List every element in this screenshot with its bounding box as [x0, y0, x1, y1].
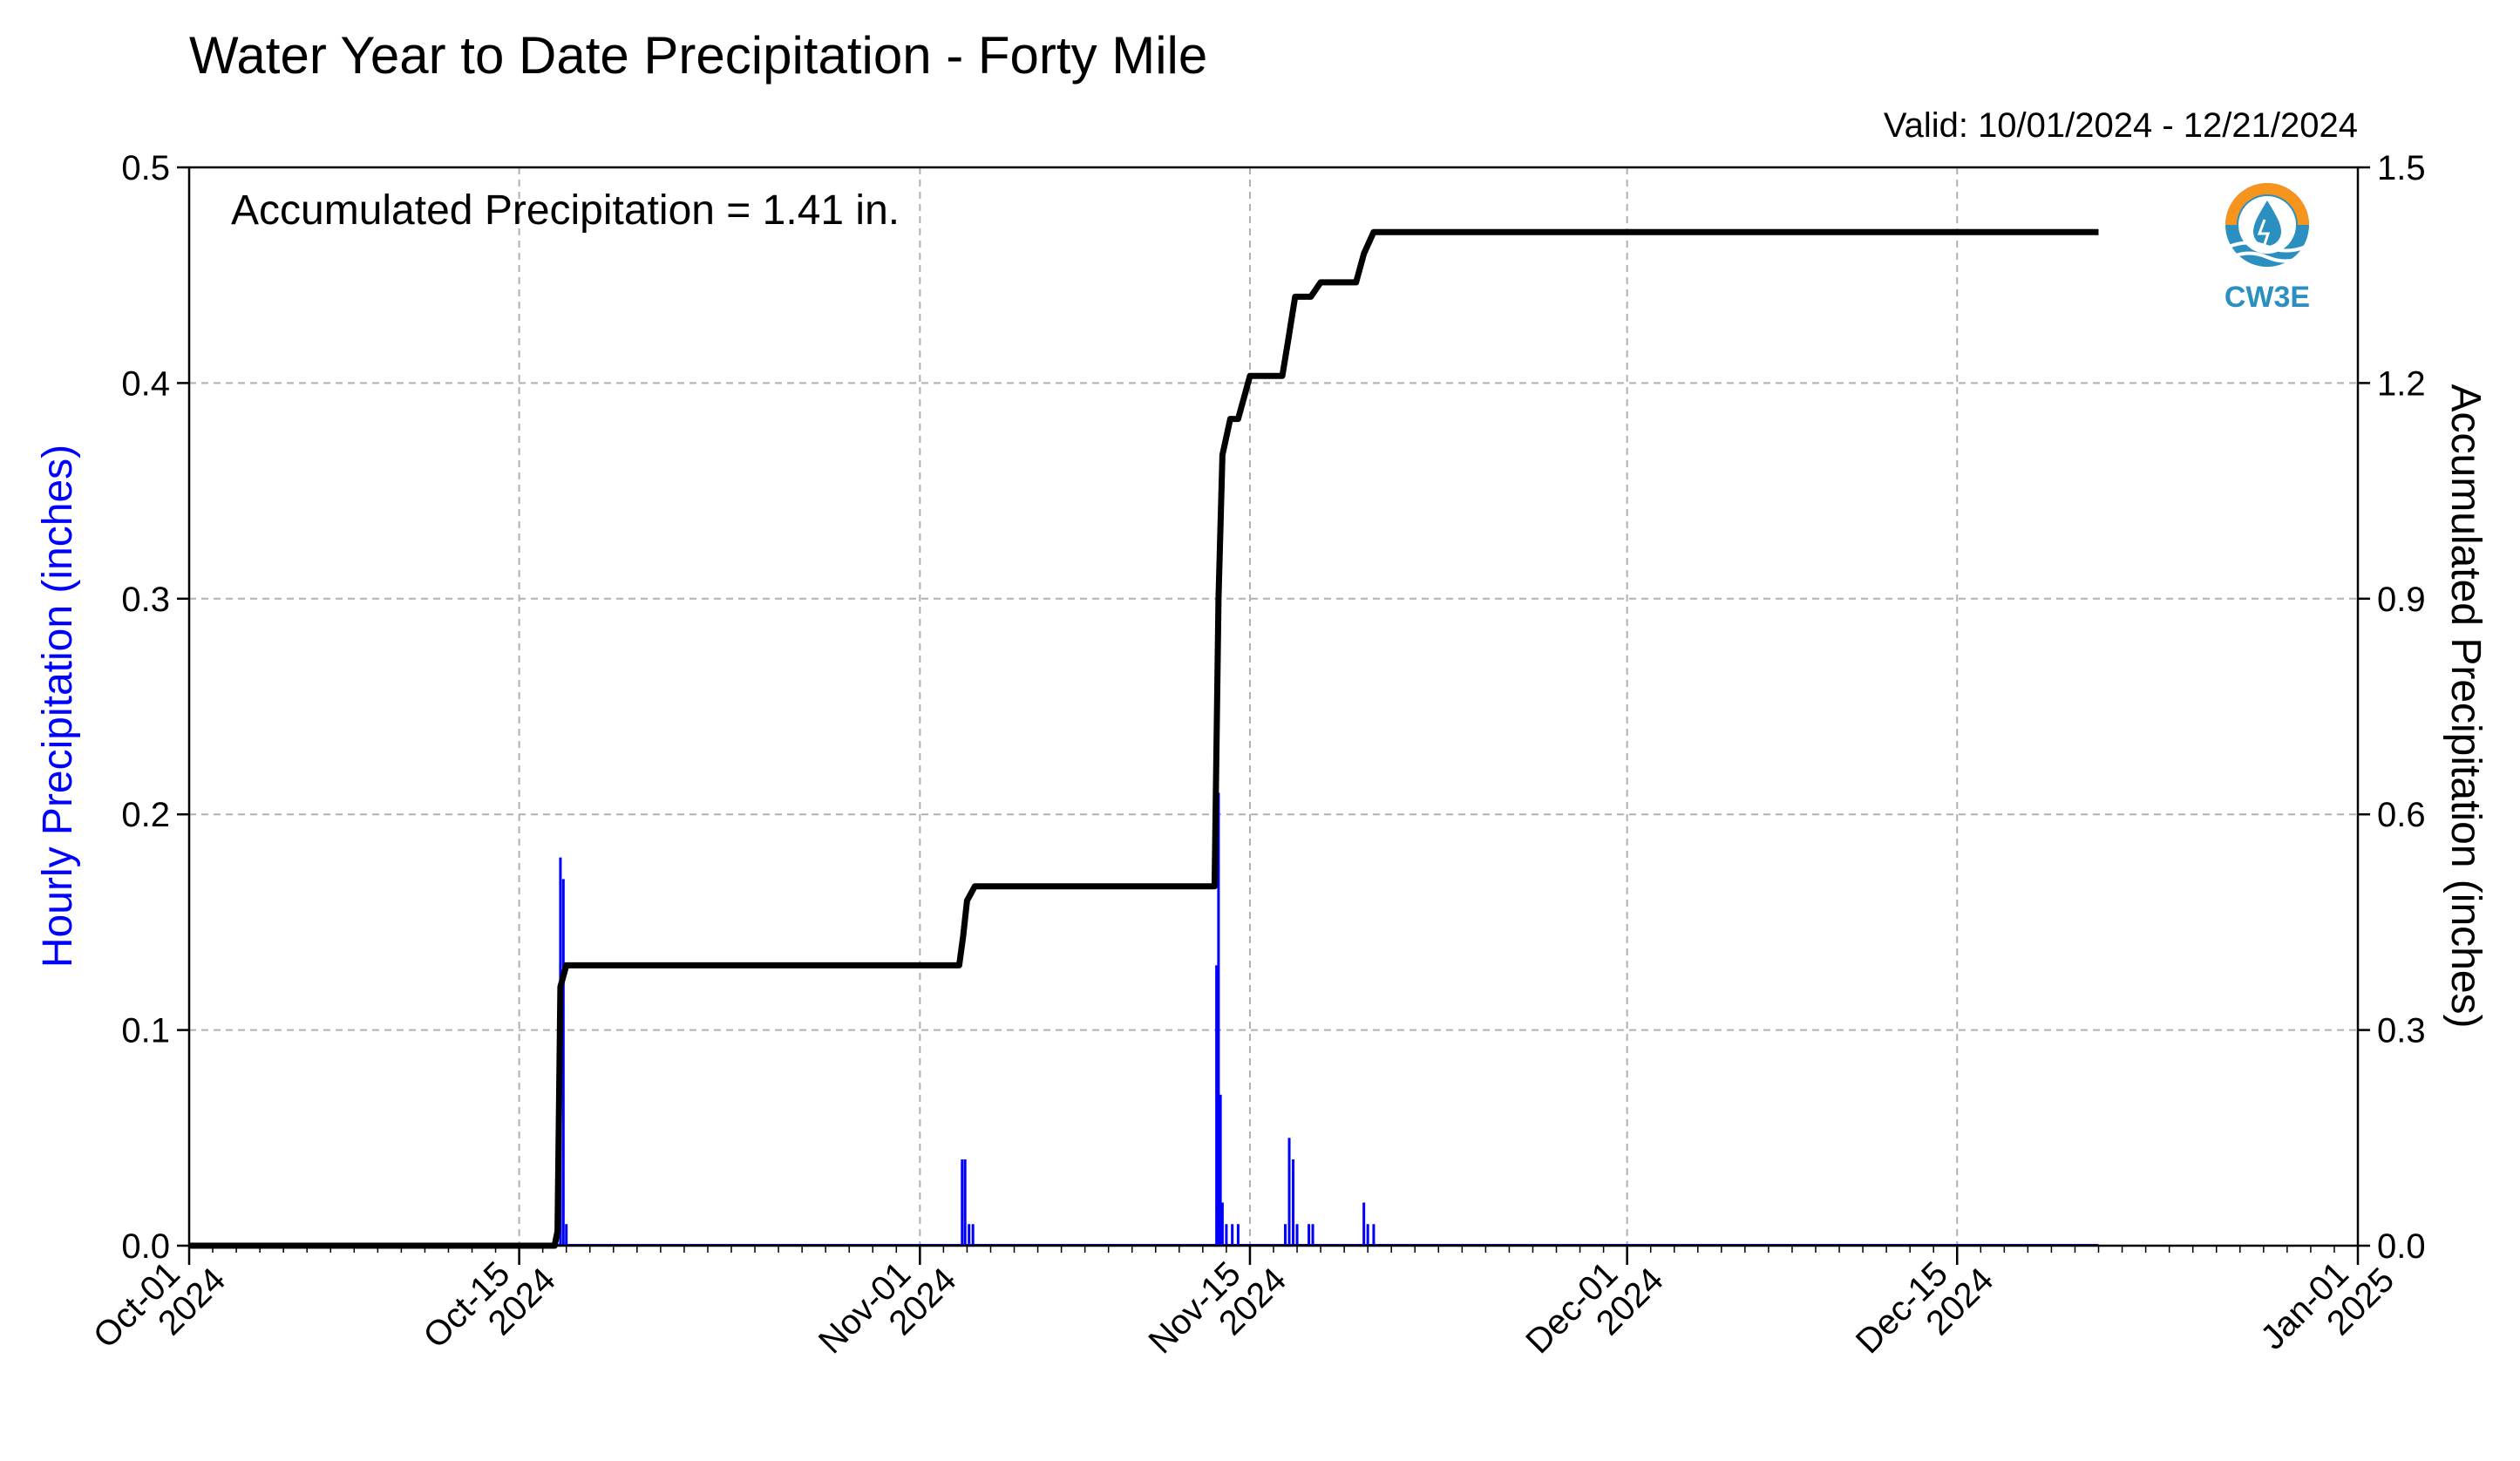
accumulated-line — [189, 228, 2099, 1249]
precip-bar — [1366, 1224, 1369, 1246]
y-right-tick-label: 0.6 — [2377, 796, 2426, 834]
y-right-tick-label: 0.3 — [2377, 1012, 2426, 1050]
precip-bar — [561, 879, 565, 1246]
plot-frame — [187, 166, 2360, 1247]
hourly-precip-bars — [189, 792, 2099, 1246]
y-left-tick-label: 0.5 — [121, 149, 170, 187]
y-left-tick-label: 0.3 — [121, 581, 170, 619]
y-left-tick-label: 0.1 — [121, 1012, 170, 1050]
precip-bar — [1295, 1224, 1299, 1246]
accumulated-precip-line-group — [189, 228, 2099, 1249]
precip-bar — [1284, 1224, 1287, 1246]
precip-bar — [961, 1159, 964, 1246]
y-axis-right-label: Accumulated Precipitation (inches) — [2442, 384, 2489, 1028]
y-left-tick-label: 0.0 — [121, 1227, 170, 1266]
precip-bar — [565, 1224, 568, 1246]
y-right-tick-label: 1.2 — [2377, 364, 2426, 403]
precip-bar — [1292, 1159, 1295, 1246]
logo-text: CW3E — [2225, 281, 2310, 314]
precip-bar — [1362, 1202, 1366, 1246]
chart-subtitle: Valid: 10/01/2024 - 12/21/2024 — [1884, 106, 2358, 145]
precip-bar — [1220, 1202, 1224, 1246]
precip-bar — [971, 1224, 975, 1246]
axes: 0.0 0.1 0.2 0.3 0.4 0.5 0.0 0.3 0.6 0.9 1.2 1.5 Oct-… — [86, 149, 2426, 1361]
precip-bar — [1311, 1224, 1314, 1246]
y-right-tick-label: 0.0 — [2377, 1227, 2426, 1266]
precip-bar — [1219, 1094, 1222, 1246]
precip-bar — [1225, 1224, 1228, 1246]
precip-bar — [1372, 1224, 1375, 1246]
accumulated-annotation: Accumulated Precipitation = 1.41 in. — [231, 187, 900, 234]
precip-bar — [1231, 1224, 1234, 1246]
y-right-tick-label: 0.9 — [2377, 581, 2426, 619]
precip-bar — [968, 1224, 971, 1246]
precip-bar — [1308, 1224, 1311, 1246]
y-right-tick-label: 1.5 — [2377, 149, 2426, 187]
precip-bar — [963, 1159, 967, 1246]
cw3e-logo: CW3E — [2225, 183, 2310, 314]
y-left-tick-label: 0.4 — [121, 364, 170, 403]
precip-bar — [1215, 965, 1219, 1246]
precip-bar — [1236, 1224, 1240, 1246]
water-drop-icon — [2225, 183, 2309, 267]
chart-title: Water Year to Date Precipitation - Forty… — [189, 26, 1207, 85]
precip-bar — [1217, 792, 1220, 1246]
grid-lines — [189, 167, 2358, 1246]
precip-bar — [1287, 1138, 1291, 1246]
y-left-tick-label: 0.2 — [121, 796, 170, 834]
y-axis-left-label: Hourly Precipitation (inches) — [35, 445, 81, 968]
